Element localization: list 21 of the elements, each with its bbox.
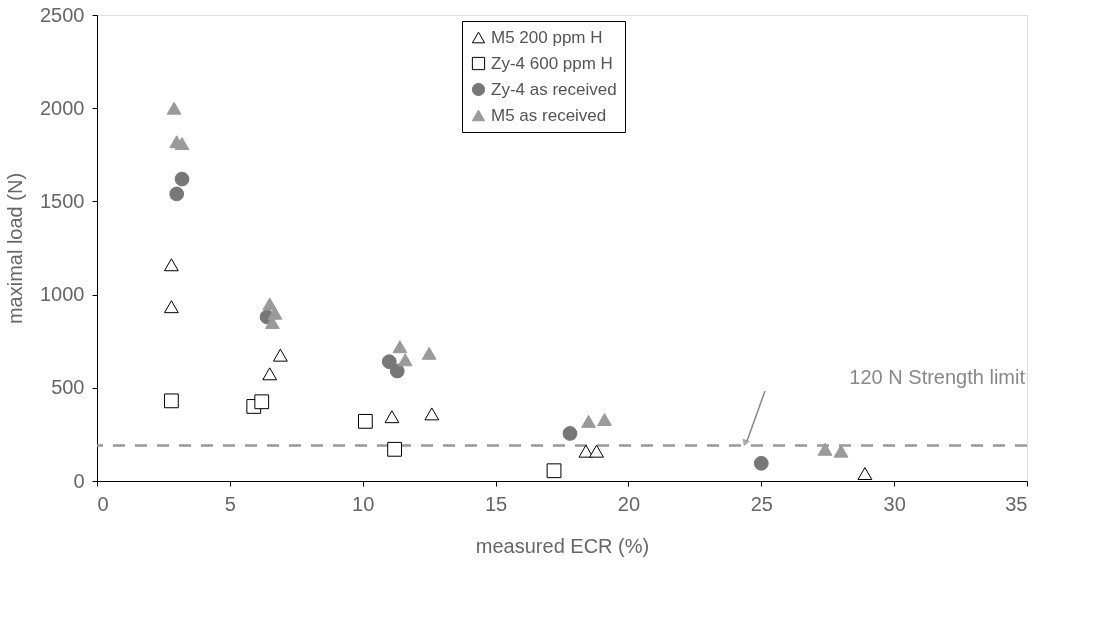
y-tick-label: 0 — [73, 469, 85, 492]
y-tick-label: 2000 — [40, 96, 85, 119]
x-tick-label: 5 — [224, 492, 236, 515]
legend-label: Zy-4 600 ppm H — [491, 53, 613, 73]
legend-label: M5 as received — [491, 105, 607, 125]
y-tick-label: 2500 — [40, 3, 85, 26]
x-tick-label: 15 — [484, 492, 508, 515]
ref-line-label: 120 N Strength limit — [849, 366, 1026, 388]
y-tick-label: 500 — [51, 376, 85, 399]
legend-label: M5 200 ppm H — [491, 27, 603, 47]
y-tick-label: 1000 — [40, 283, 85, 306]
x-tick-label: 20 — [617, 492, 641, 515]
y-axis-title: maximal load (N) — [4, 172, 27, 325]
y-tick-label: 1500 — [40, 189, 85, 212]
x-axis-title: measured ECR (%) — [475, 534, 650, 557]
x-tick-label: 0 — [97, 492, 109, 515]
legend-label: Zy-4 as received — [491, 79, 617, 99]
x-tick-label: 35 — [1005, 492, 1028, 515]
x-tick-label: 25 — [750, 492, 773, 515]
x-tick-label: 30 — [883, 492, 906, 515]
x-tick-label: 10 — [352, 492, 375, 515]
